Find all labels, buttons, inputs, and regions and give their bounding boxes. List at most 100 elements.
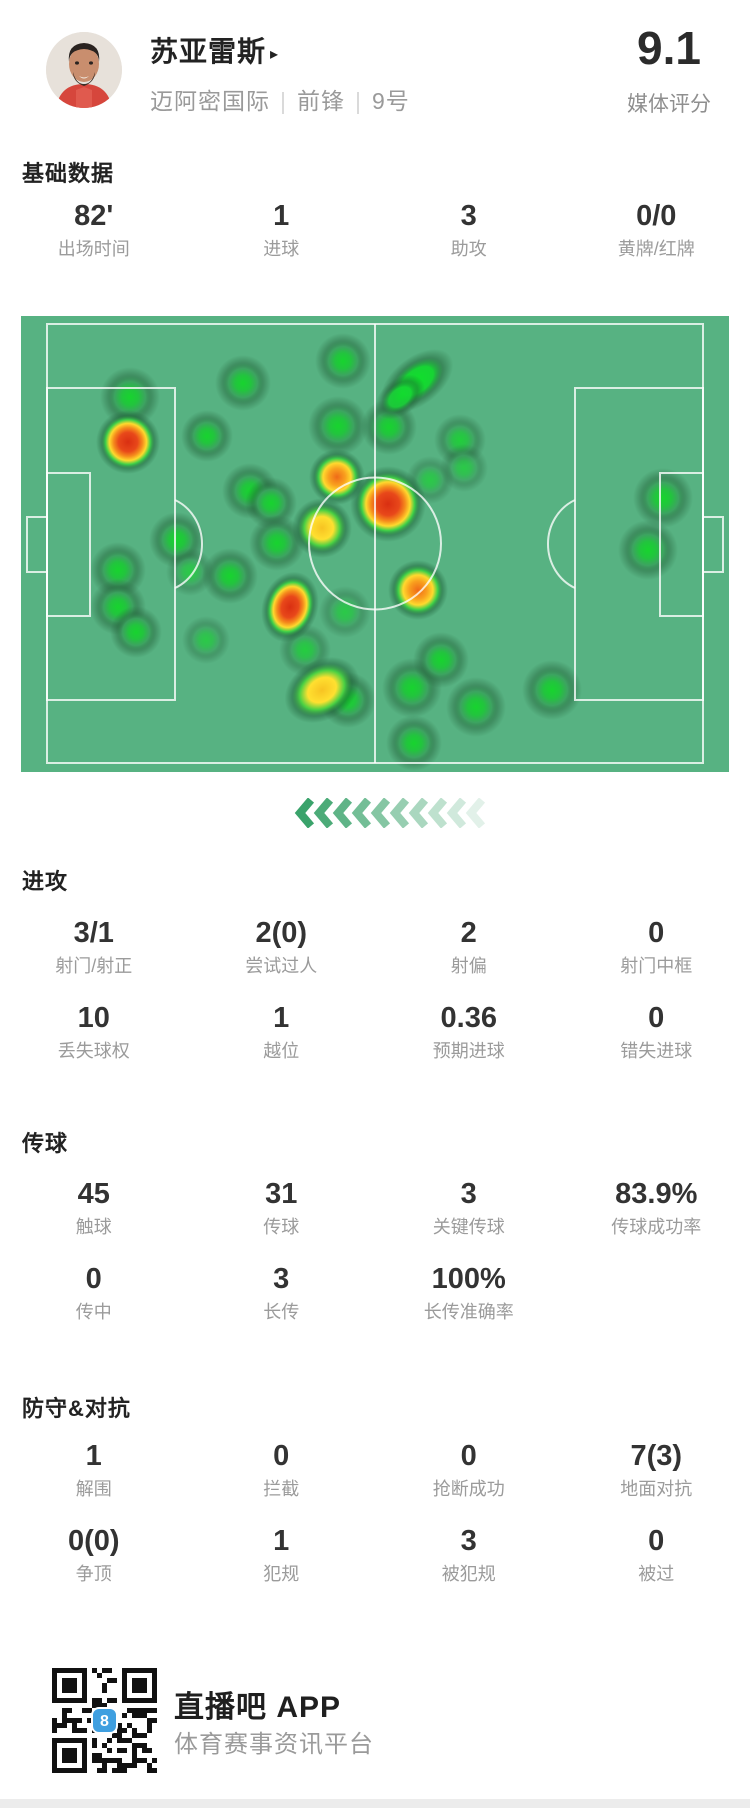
divider: | (280, 88, 287, 114)
stat-cell: 3 关键传球 (375, 1176, 563, 1242)
stat-value: 31 (265, 1178, 298, 1210)
stat-label: 解围 (75, 1479, 112, 1499)
stat-label: 传中 (75, 1302, 112, 1322)
heat-blob-g (181, 410, 233, 462)
stat-label: 被犯规 (441, 1564, 496, 1584)
divider: | (354, 88, 362, 114)
stat-label: 犯规 (263, 1564, 300, 1584)
player-name: 苏亚雷斯 (150, 36, 267, 67)
attack-stats-grid: 3/1 射门/射正 2(0) 尝试过人 2 射偏 0 射门中框 10 丢失球权 1 越位 0.36 预期进… (0, 915, 750, 1066)
right-goal (702, 516, 724, 573)
stat-label: 尝试过人 (245, 956, 318, 976)
stat-value: 0.36 (440, 1002, 497, 1034)
stat-value: 2 (460, 917, 477, 949)
heat-blob-g (100, 367, 160, 427)
stat-value: 0/0 (636, 200, 677, 232)
heat-blob-g (319, 586, 371, 638)
chevron-left-icon (408, 797, 429, 829)
center-circle (308, 476, 442, 611)
chevron-left-icon (351, 797, 372, 829)
right-penalty-arc (546, 499, 576, 589)
stat-cell: 2(0) 尝试过人 (188, 915, 376, 981)
qr-finder-pattern (52, 1738, 87, 1773)
heat-blobs (90, 333, 693, 771)
stat-cell: 2 射偏 (375, 915, 563, 981)
heat-blob-g (166, 548, 214, 596)
stat-label: 黄牌/红牌 (617, 239, 695, 259)
stat-label: 射偏 (450, 956, 487, 976)
stat-cell: 1 解围 (0, 1438, 188, 1504)
stat-label: 射门中框 (620, 956, 693, 976)
section-title-attack: 进攻 (22, 869, 69, 894)
stat-label: 触球 (75, 1217, 112, 1237)
heat-blob-g (618, 520, 678, 580)
player-name-row[interactable]: 苏亚雷斯 ▸ (150, 30, 279, 70)
app-tagline: 体育赛事资讯平台 (174, 1731, 374, 1758)
heat-blob-g (522, 660, 582, 720)
stat-label: 越位 (263, 1041, 300, 1061)
chevron-left-icon (465, 797, 486, 829)
stat-cell: 1 越位 (188, 1000, 376, 1066)
app-title: 直播吧 APP (174, 1691, 342, 1724)
heat-blob-g (249, 515, 305, 571)
heat-blob-hr (261, 571, 319, 643)
stat-cell: 83.9% 传球成功率 (563, 1176, 750, 1242)
qr-svg: 8 (52, 1668, 157, 1773)
chevron-left-icon (427, 797, 448, 829)
pitch-svg (21, 316, 729, 772)
qr-finder-pattern (122, 1668, 157, 1703)
stat-value: 82' (74, 200, 114, 232)
svg-text:8: 8 (100, 1713, 109, 1730)
stat-label: 传球 (263, 1217, 300, 1237)
stat-value: 0 (460, 1440, 477, 1472)
rating-label: 媒体评分 (627, 93, 711, 116)
stat-label: 拦截 (263, 1479, 300, 1499)
stat-value: 0 (648, 1525, 665, 1557)
chevron-left-icon (389, 797, 410, 829)
qr-code: 8 (52, 1668, 157, 1773)
stat-value: 2(0) (255, 917, 308, 949)
stat-value: 83.9% (615, 1178, 698, 1210)
stat-cell: 82' 出场时间 (0, 198, 188, 264)
attack-direction-arrows (0, 797, 750, 829)
heat-blob-g (308, 396, 368, 456)
stat-cell: 1 犯规 (188, 1523, 376, 1589)
stat-label: 关键传球 (432, 1217, 505, 1237)
player-position: 前锋 (296, 88, 345, 114)
stat-cell: 3 长传 (188, 1261, 376, 1327)
stat-label: 丢失球权 (57, 1041, 130, 1061)
heat-blob-g (110, 606, 162, 658)
stat-value: 10 (77, 1002, 110, 1034)
stat-label: 助攻 (450, 239, 487, 259)
stat-value: 100% (431, 1263, 506, 1295)
stat-value: 0(0) (67, 1525, 120, 1557)
chevron-right-icon: ▸ (270, 46, 280, 63)
heat-blob-g (386, 715, 442, 771)
chevron-left-icon (332, 797, 353, 829)
stat-value: 0 (273, 1440, 290, 1472)
stat-value: 3 (460, 1178, 477, 1210)
stat-label: 传球成功率 (611, 1217, 702, 1237)
stat-cell: 3 被犯规 (375, 1523, 563, 1589)
heat-blob-g (413, 632, 469, 688)
team-name: 迈阿密国际 (150, 88, 270, 114)
pitch-heatmap (21, 316, 729, 772)
stat-label: 错失进球 (620, 1041, 693, 1061)
stat-cell: 0 被过 (563, 1523, 750, 1589)
section-title-basic: 基础数据 (22, 161, 115, 186)
stat-value: 3 (460, 200, 477, 232)
app-logo-badge: 8 (91, 1707, 118, 1734)
stat-cell: 0/0 黄牌/红牌 (563, 198, 750, 264)
chevron-left-icon (313, 797, 334, 829)
stat-value: 1 (85, 1440, 102, 1472)
qr-finder-pattern (52, 1668, 87, 1703)
stat-label: 进球 (263, 239, 300, 259)
left-penalty-arc (174, 499, 204, 589)
stat-cell: 0.36 预期进球 (375, 1000, 563, 1066)
heat-blob-hy (284, 656, 360, 724)
shirt-number: 9号 (371, 88, 410, 114)
heat-blob-g (633, 468, 693, 528)
chevron-left-icon (370, 797, 391, 829)
left-goal (26, 516, 48, 573)
stat-label: 被过 (638, 1564, 675, 1584)
